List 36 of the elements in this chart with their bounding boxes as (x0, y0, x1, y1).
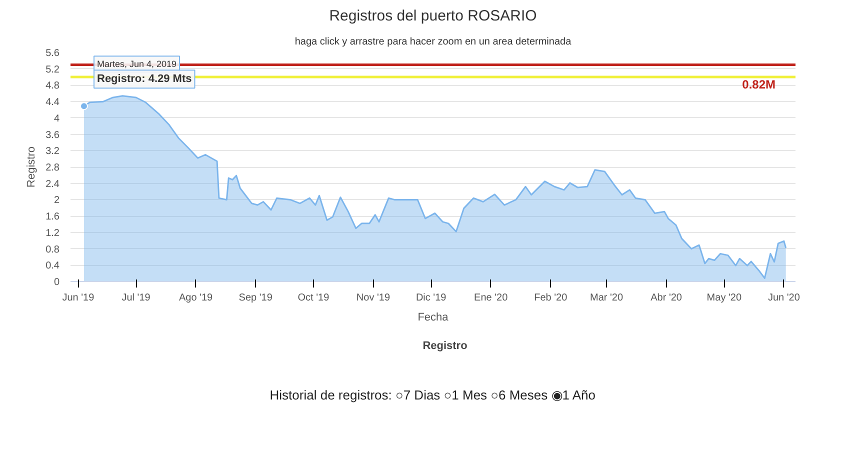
x-axis-title: Fecha (418, 312, 450, 324)
x-tick-label: Ago '19 (179, 292, 214, 304)
chart-title: Registros del puerto ROSARIO (329, 8, 537, 24)
x-tick-label: Sep '19 (238, 292, 273, 304)
y-tick-label: 3.6 (46, 130, 60, 141)
text: Registro (422, 340, 468, 352)
x-tick-label: Mar '20 (590, 292, 624, 304)
x-tick-label: Feb '20 (534, 292, 568, 304)
y-tick-label: 4.8 (46, 80, 60, 92)
y-tick-label: 1.6 (46, 212, 60, 223)
x-tick-label: Jun '20 (768, 292, 800, 304)
y-axis-title: Registro (26, 146, 38, 188)
y-tick-label: 2.8 (46, 162, 60, 174)
y-tick-label: 0.4 (46, 260, 60, 272)
x-tick-label: Dic '19 (416, 292, 447, 304)
x-tick-label: May '20 (706, 292, 742, 304)
y-tick-label: 0.8 (46, 244, 60, 256)
y-tick-label: 5.6 (46, 48, 60, 59)
x-tick-label: Abr '20 (650, 292, 682, 304)
x-tick-label: Jun '19 (62, 292, 95, 304)
x-tick-label: Ene '20 (474, 292, 508, 304)
y-tick-label: 2.4 (46, 178, 60, 190)
annotation: Martes, Jun 4, 2019 Registro: 4.29 Mts (96, 59, 192, 86)
chart-subtitle: haga click y arrastre para hacer zoom en un area determinada (294, 36, 572, 48)
x-tick-label: Jul '19 (122, 292, 151, 304)
text: Historial de registros: ○7 Dias ○1 Mes ○6 Meses ◉1 Año (270, 388, 596, 402)
x-tick-label: Nov '19 (356, 292, 390, 304)
y-tick-label: 5.2 (46, 64, 60, 76)
annotation: 0.82M (742, 77, 776, 92)
y-tick-label: 4 (54, 113, 60, 124)
x-tick-label: Oct '19 (298, 292, 330, 304)
y-tick-label: 3.2 (46, 146, 60, 158)
y-tick-label: 4.4 (46, 97, 60, 108)
y-tick-label: 2 (54, 195, 60, 206)
y-tick-label: 0 (54, 277, 60, 288)
y-tick-label: 1.2 (46, 228, 60, 239)
